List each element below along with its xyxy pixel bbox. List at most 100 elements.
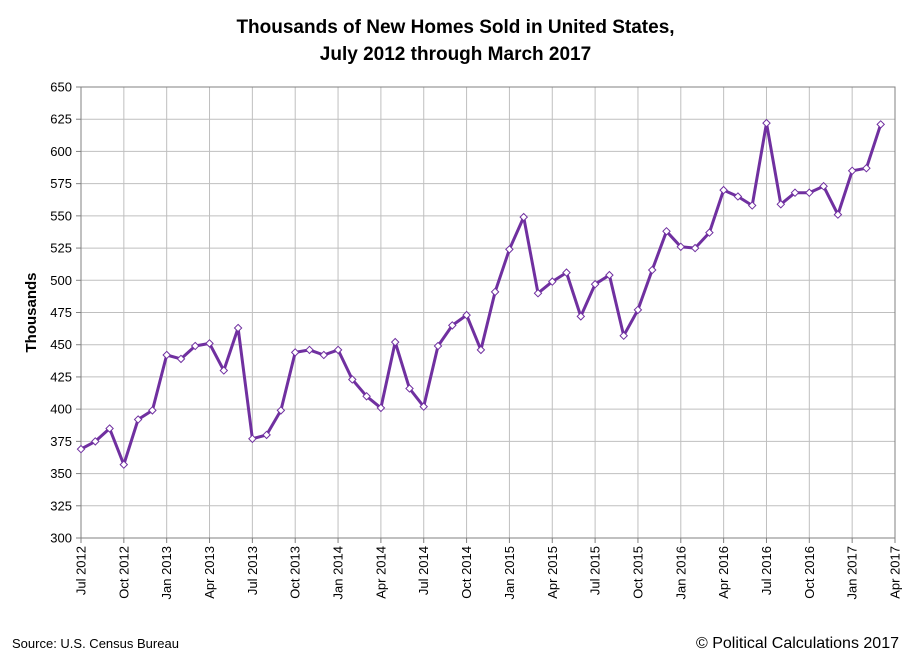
data-point xyxy=(233,323,243,333)
data-point xyxy=(105,424,114,433)
y-tick-label: 500 xyxy=(50,273,72,288)
y-axis-label: Thousands xyxy=(23,272,40,352)
data-point xyxy=(876,120,886,129)
data-point xyxy=(647,265,657,275)
data-point xyxy=(562,268,571,277)
data-point xyxy=(390,337,400,347)
data-point xyxy=(290,348,300,357)
data-point xyxy=(190,341,200,351)
x-tick-label: Apr 2013 xyxy=(202,546,217,599)
data-point xyxy=(605,270,614,280)
y-tick-label: 625 xyxy=(50,112,72,127)
data-point xyxy=(405,384,414,393)
data-point xyxy=(847,166,857,176)
data-point xyxy=(705,228,714,237)
data-point xyxy=(148,406,157,415)
x-tick-label: Jan 2013 xyxy=(159,546,174,600)
data-point xyxy=(476,345,486,355)
y-tick-label: 650 xyxy=(50,80,72,95)
x-tick-label: Apr 2014 xyxy=(373,546,388,599)
chart-title-line-1: Thousands of New Homes Sold in United St… xyxy=(236,17,675,38)
x-tick-label: Oct 2013 xyxy=(288,546,303,599)
data-point xyxy=(205,339,214,348)
data-point xyxy=(305,345,314,355)
data-point xyxy=(533,288,543,298)
data-point xyxy=(762,118,771,128)
series-line xyxy=(80,121,883,467)
y-tick-label: 450 xyxy=(50,337,72,352)
data-point xyxy=(676,242,686,252)
copyright-note: © Political Calculations 2017 xyxy=(695,635,899,652)
data-point xyxy=(633,305,643,315)
x-tick-label: Apr 2017 xyxy=(888,546,903,599)
y-tick-label: 375 xyxy=(50,434,72,449)
data-point xyxy=(333,345,343,355)
x-tick-label: Apr 2016 xyxy=(716,546,731,599)
x-axis: Jul 2012 Oct 2012 Jan 2013 Apr 2013 Jul 2013… xyxy=(74,538,903,600)
y-tick-label: 475 xyxy=(50,305,72,320)
data-point xyxy=(862,163,871,173)
data-point xyxy=(162,350,172,360)
data-point xyxy=(262,430,271,440)
data-point xyxy=(319,350,329,360)
data-point xyxy=(819,181,828,191)
data-point xyxy=(804,188,814,198)
data-point xyxy=(519,212,529,222)
data-point xyxy=(833,210,843,219)
data-point xyxy=(747,201,757,210)
data-point xyxy=(619,331,629,341)
data-point xyxy=(90,437,100,446)
data-point xyxy=(276,406,286,415)
x-tick-label: Jan 2016 xyxy=(673,546,688,600)
chart-title-line-2: July 2012 through March 2017 xyxy=(319,44,592,65)
x-tick-label: Jan 2014 xyxy=(331,546,346,600)
y-tick-label: 550 xyxy=(50,208,72,223)
data-point xyxy=(347,375,357,384)
y-tick-label: 350 xyxy=(50,466,72,481)
x-tick-label: Jan 2017 xyxy=(845,546,860,600)
data-point xyxy=(419,402,429,411)
data-point xyxy=(790,188,800,198)
data-point xyxy=(776,199,786,209)
y-tick-label: 575 xyxy=(50,176,72,191)
x-tick-label: Oct 2014 xyxy=(459,546,474,599)
data-point xyxy=(733,192,743,201)
data-point xyxy=(133,415,143,424)
y-tick-label: 600 xyxy=(50,144,72,159)
data-point xyxy=(462,310,471,320)
data-point xyxy=(362,391,371,401)
data-point xyxy=(248,434,257,444)
data-point xyxy=(447,321,457,330)
data-point xyxy=(176,354,186,364)
x-tick-label: Jul 2012 xyxy=(74,546,89,595)
data-point xyxy=(690,243,700,253)
x-tick-label: Oct 2012 xyxy=(116,546,131,599)
series-new-homes-sold xyxy=(76,118,886,469)
y-tick-label: 525 xyxy=(50,241,72,256)
x-tick-label: Jul 2016 xyxy=(759,546,774,595)
x-tick-label: Oct 2015 xyxy=(630,546,645,599)
data-point xyxy=(505,245,514,254)
chart-title: Thousands of New Homes Sold in United St… xyxy=(0,14,911,68)
data-point xyxy=(433,341,443,351)
data-point xyxy=(590,279,600,289)
y-tick-label: 300 xyxy=(50,531,72,546)
x-tick-label: Oct 2016 xyxy=(802,546,817,599)
y-tick-label: 325 xyxy=(50,498,72,513)
y-axis: 300 325 350 375 400 425 450 475 500 525 550 575 600 6… xyxy=(50,80,81,546)
data-point xyxy=(719,185,728,195)
source-note: Source: U.S. Census Bureau xyxy=(12,636,179,651)
data-point xyxy=(576,312,586,321)
x-tick-label: Jul 2015 xyxy=(588,546,603,595)
data-point xyxy=(76,444,86,454)
data-point xyxy=(219,366,229,375)
data-point xyxy=(490,287,500,297)
x-tick-label: Jan 2015 xyxy=(502,546,517,600)
x-tick-label: Jul 2013 xyxy=(245,546,260,595)
y-tick-label: 425 xyxy=(50,369,72,384)
data-point xyxy=(662,226,671,236)
y-tick-label: 400 xyxy=(50,402,72,417)
x-tick-label: Jul 2014 xyxy=(416,546,431,595)
data-point xyxy=(376,403,386,413)
